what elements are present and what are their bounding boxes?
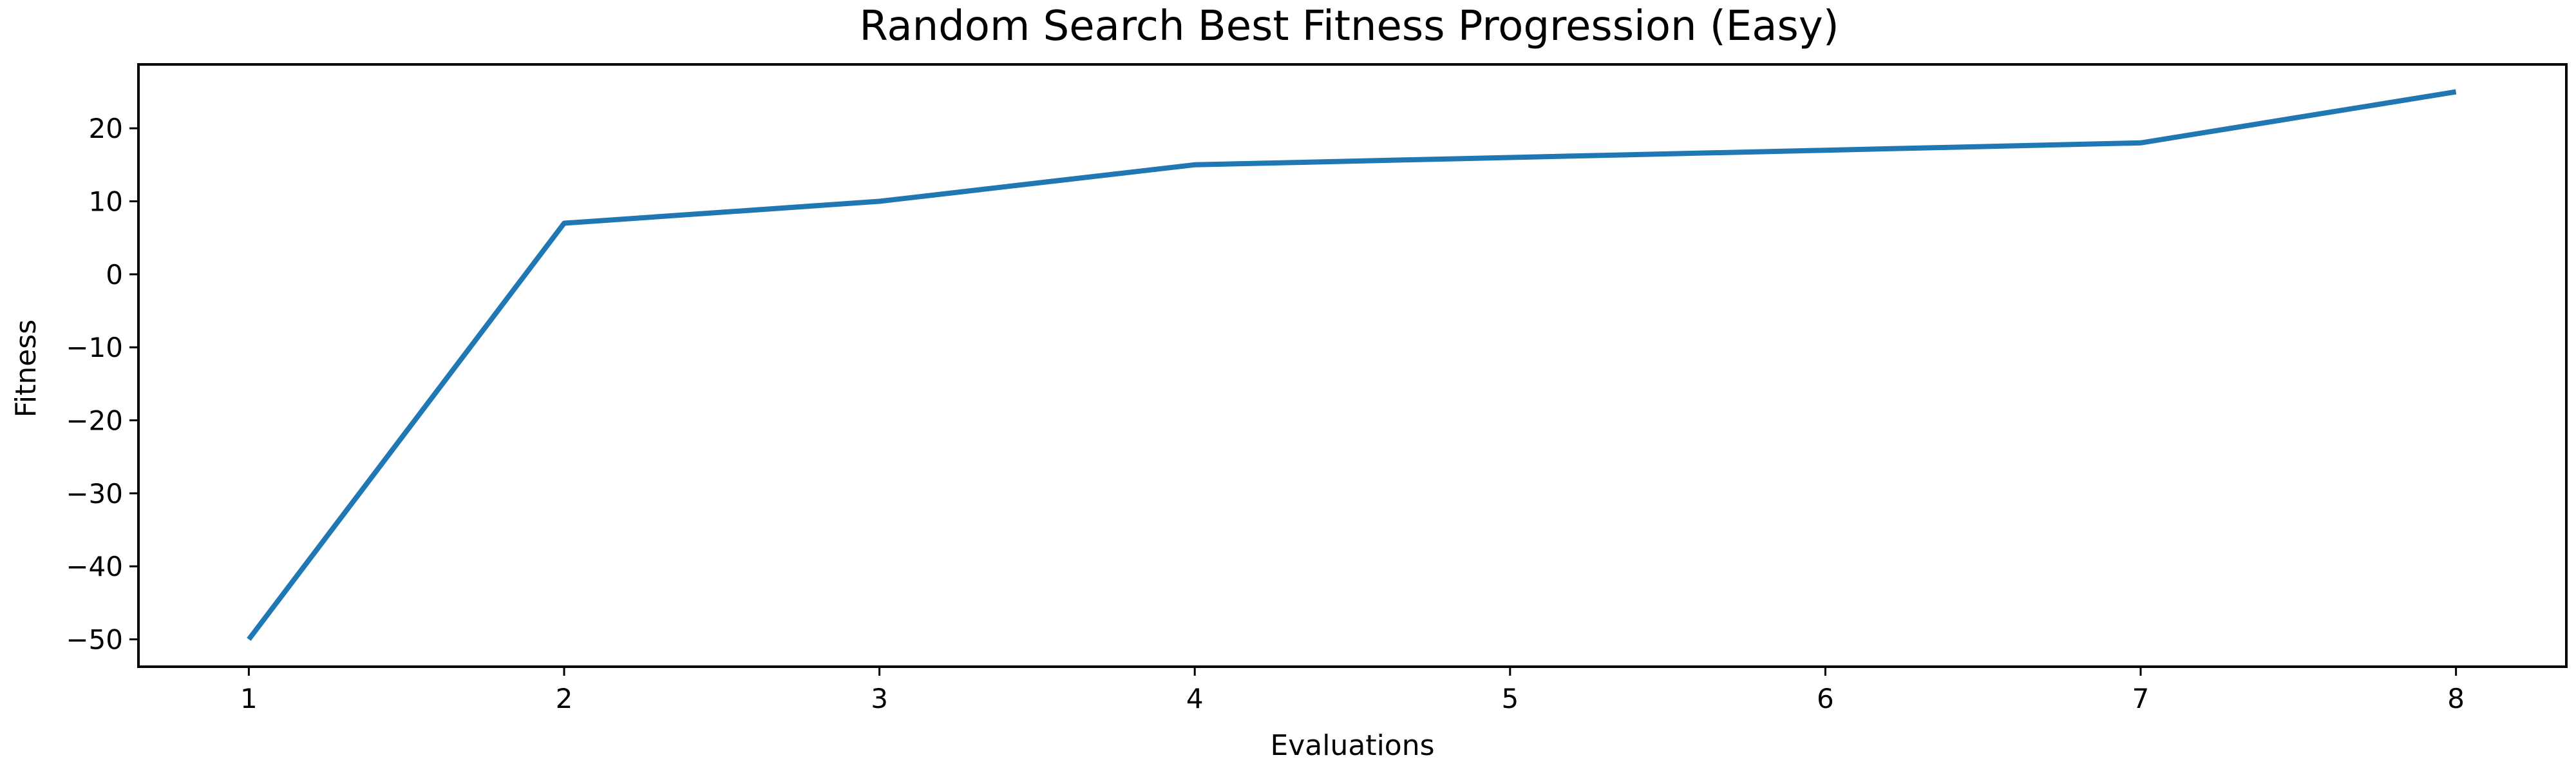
y-tick-label: −40 [66, 551, 123, 582]
y-axis-label: Fitness [10, 320, 43, 417]
y-tick-label: 20 [89, 113, 123, 144]
y-tick-label: −30 [66, 478, 123, 510]
plot-area [137, 63, 2568, 668]
x-tick-label: 3 [871, 683, 888, 714]
y-tick-label: −50 [66, 624, 123, 656]
y-tick-label: −10 [66, 332, 123, 363]
y-tick-label: 10 [89, 186, 123, 218]
x-tick-label: 6 [1817, 683, 1834, 714]
y-axis: −50 −40 −30 −20 −10 0 10 20 [66, 113, 138, 656]
plot-frame [137, 63, 2568, 668]
x-tick-label: 8 [2447, 683, 2465, 714]
series-line-0 [247, 89, 2457, 641]
x-tick-label: 2 [556, 683, 573, 714]
chart-title: Random Search Best Fitness Progression (… [859, 3, 1839, 50]
x-tick-label: 5 [1501, 683, 1519, 714]
x-tick-label: 1 [240, 683, 258, 714]
y-tick-label: −20 [66, 405, 123, 437]
y-tick-label: 0 [106, 259, 123, 291]
x-tick-label: 4 [1186, 683, 1204, 714]
x-tick-label: 7 [2132, 683, 2150, 714]
x-axis-label: Evaluations [1270, 729, 1434, 762]
x-axis: 1 2 3 4 5 6 7 8 [240, 667, 2465, 714]
